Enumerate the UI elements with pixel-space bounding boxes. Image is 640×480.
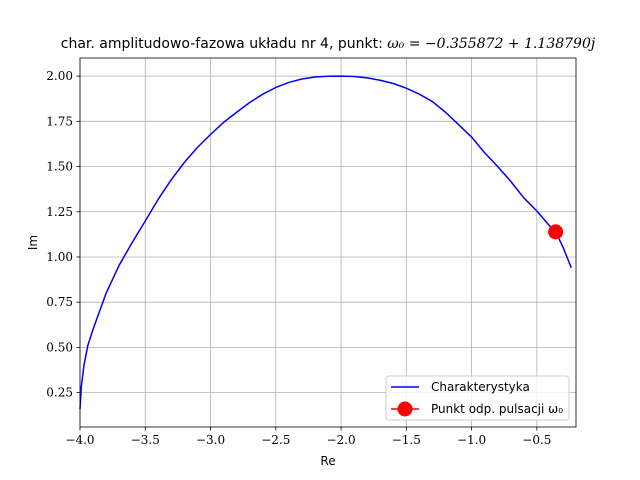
y-axis-label: Im: [26, 235, 40, 250]
x-tick-label: −1.0: [457, 433, 486, 447]
marker-point: [548, 224, 564, 240]
y-tick-label: 0.75: [46, 295, 73, 309]
legend-marker-swatch: [397, 401, 413, 417]
x-tick-label: −4.0: [65, 433, 94, 447]
chart-title: char. amplitudowo-fazowa układu nr 4, pu…: [61, 36, 596, 52]
y-tick-label: 1.00: [46, 250, 73, 264]
y-tick-label: 0.25: [46, 386, 73, 400]
y-axis-ticks: 0.25 0.50 0.75 1.00 1.25 1.50 1.75 2.00: [46, 69, 80, 400]
x-tick-label: −1.5: [392, 433, 421, 447]
legend: Charakterystyka Punkt odp. pulsacji ω₀: [385, 375, 570, 421]
x-tick-label: −3.0: [196, 433, 225, 447]
legend-entry-curve: Charakterystyka: [431, 380, 530, 394]
chart-title-math: ω₀ = −0.355872 + 1.138790j: [387, 36, 596, 52]
x-tick-label: −2.0: [326, 433, 355, 447]
x-tick-label: −3.5: [131, 433, 160, 447]
y-tick-label: 1.75: [46, 114, 73, 128]
y-tick-label: 1.25: [46, 205, 73, 219]
legend-box: [385, 375, 570, 421]
data-series: [79, 75, 572, 409]
grid-lines: [79, 58, 576, 427]
x-axis-ticks: −4.0 −3.5 −3.0 −2.5 −2.0 −1.5 −1.0 −0.5: [65, 427, 551, 447]
legend-entry-point: Punkt odp. pulsacji ω₀: [431, 402, 563, 416]
y-tick-label: 0.50: [46, 340, 73, 354]
x-tick-label: −0.5: [522, 433, 551, 447]
axes-frame: [79, 57, 577, 428]
y-tick-label: 1.50: [46, 160, 73, 174]
chart-title-text: char. amplitudowo-fazowa układu nr 4, pu…: [61, 36, 387, 52]
plot-area: [80, 58, 576, 427]
x-axis-label: Re: [320, 454, 335, 468]
x-tick-label: −2.5: [261, 433, 290, 447]
y-tick-label: 2.00: [46, 69, 73, 83]
curve-line: [79, 75, 572, 409]
